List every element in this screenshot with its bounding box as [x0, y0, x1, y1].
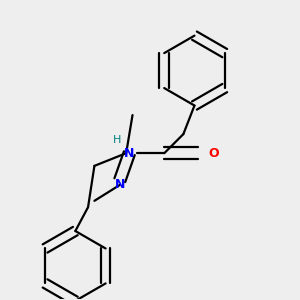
Text: N: N [115, 178, 125, 191]
Text: H: H [112, 135, 121, 145]
Text: O: O [208, 147, 219, 160]
Text: N: N [124, 147, 134, 160]
